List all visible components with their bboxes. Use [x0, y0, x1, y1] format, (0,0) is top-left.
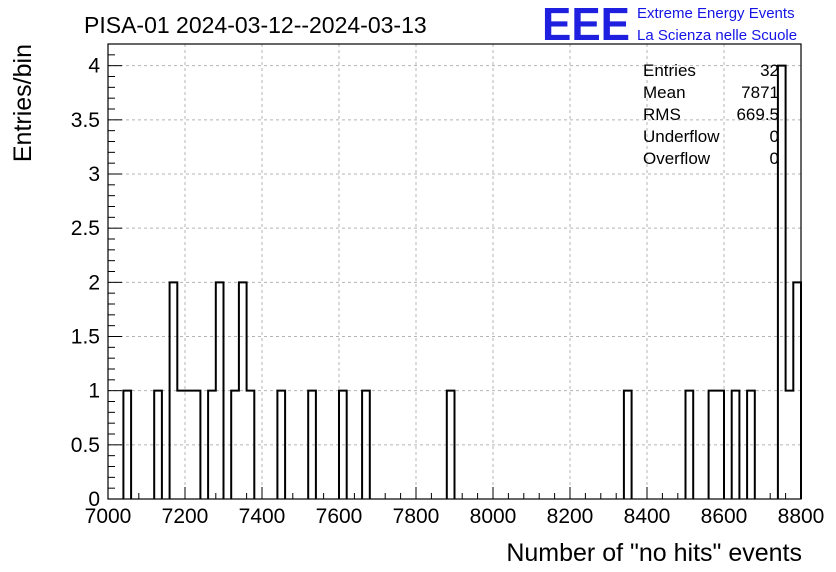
eee-logo-mark: EEE — [542, 0, 630, 50]
stats-value: 7871 — [741, 83, 779, 102]
stats-value: 0 — [770, 127, 779, 146]
x-tick-label: 8200 — [547, 505, 594, 528]
ticks-layer: 7000 7200 7400 7600 7800 8000 8200 8400 8600 8800… — [71, 54, 825, 528]
logo-line-2: La Scienza nelle Scuole — [637, 27, 797, 44]
stats-label: Overflow — [643, 149, 711, 168]
eee-logo: EEE Extreme Energy Events La Scienza nel… — [542, 0, 797, 50]
x-tick-label: 8400 — [624, 505, 671, 528]
y-tick-label: 3.5 — [71, 109, 100, 132]
y-tick-label: 1.5 — [71, 326, 100, 349]
stats-box: Entries 32 Mean 7871 RMS 669.5 Underflow 0 Overf… — [643, 61, 779, 168]
stats-value: 32 — [760, 61, 779, 80]
x-tick-label: 8000 — [470, 505, 517, 528]
x-tick-label: 7000 — [85, 505, 132, 528]
x-axis-label: Number of "no hits" events — [506, 539, 802, 567]
y-tick-label: 4 — [88, 55, 100, 78]
y-tick-label: 2.5 — [71, 217, 100, 240]
x-tick-label: 7600 — [316, 505, 363, 528]
stats-label: Entries — [643, 61, 696, 80]
plot-frame — [107, 43, 802, 500]
stats-label: Mean — [643, 83, 686, 102]
y-tick-label: 2 — [88, 271, 100, 294]
stats-label: RMS — [643, 105, 681, 124]
chart-title: PISA-01 2024-03-12--2024-03-13 — [84, 12, 427, 38]
x-tick-label: 7800 — [393, 505, 440, 528]
y-tick-label: 1 — [88, 380, 100, 403]
x-tick-label: 8800 — [778, 505, 825, 528]
x-tick-label: 8600 — [701, 505, 748, 528]
histogram-series — [122, 64, 802, 499]
y-axis-label: Entries/bin — [9, 44, 37, 162]
stats-value: 669.5 — [736, 105, 779, 124]
stats-value: 0 — [770, 149, 779, 168]
y-tick-label: 3 — [88, 163, 100, 186]
y-tick-label: 0.5 — [71, 434, 100, 457]
y-tick-label: 0 — [88, 488, 100, 511]
x-tick-label: 7400 — [239, 505, 286, 528]
x-tick-label: 7200 — [162, 505, 209, 528]
logo-line-1: Extreme Energy Events — [637, 5, 795, 22]
stats-label: Underflow — [643, 127, 720, 146]
